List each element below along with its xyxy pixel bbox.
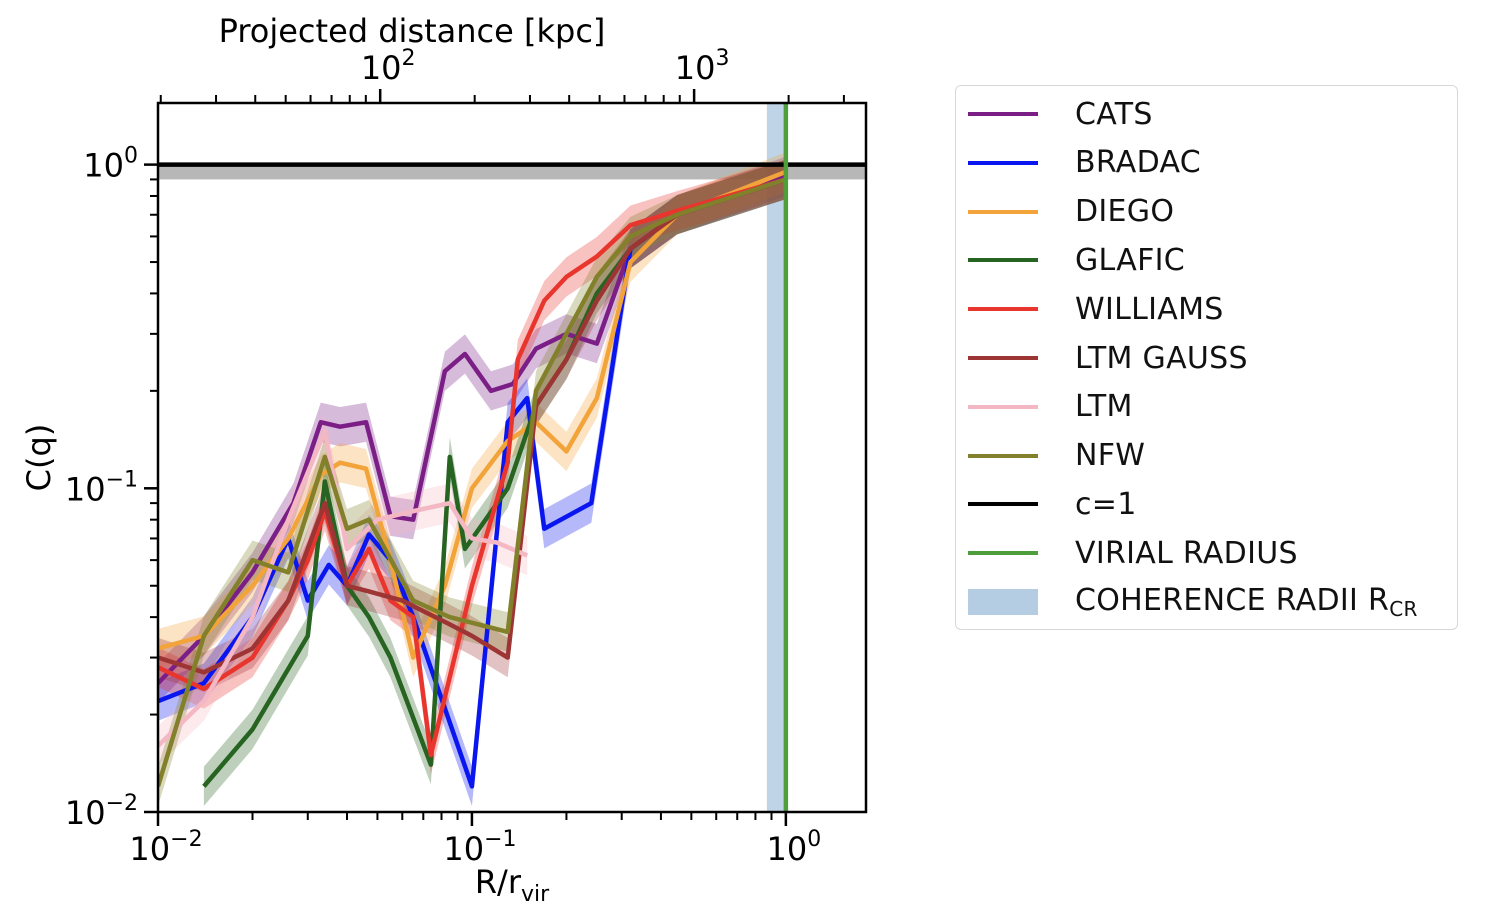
y-tick-label: 100 (83, 144, 138, 185)
top-axis-label: Projected distance [kpc] (219, 12, 606, 50)
legend-swatch (968, 453, 1038, 458)
legend-item-diego: DIEGO (968, 192, 1174, 232)
series-line-bradac (158, 177, 787, 789)
legend-swatch (968, 404, 1038, 409)
legend-item-nfw: NFW (968, 436, 1145, 476)
legend-label: DIEGO (1075, 194, 1175, 230)
legend-swatch (968, 112, 1038, 116)
legend-swatch (968, 307, 1038, 312)
c1-uncertainty-band (158, 164, 866, 180)
y-tick-label: 10−2 (65, 791, 138, 832)
legend-label: COHERENCE RADII RCR (1075, 583, 1418, 621)
legend-label: GLAFIC (1075, 242, 1186, 278)
legend-item-c-1: c=1 (968, 484, 1137, 524)
legend-item-virial-radius: VIRIAL RADIUS (968, 533, 1298, 573)
legend-item-glafic: GLAFIC (968, 240, 1185, 280)
axes (144, 89, 868, 826)
coherence-radii-band (766, 103, 786, 812)
legend-label: VIRIAL RADIUS (1075, 535, 1298, 571)
plot-area (158, 103, 866, 812)
legend-swatch (968, 160, 1038, 165)
series-line-nfw (158, 177, 787, 788)
legend-item-ltm-gauss: LTM GAUSS (968, 338, 1248, 378)
legend: CATS BRADAC DIEGO GLAFIC WILLIAMS LTM GAUSS LT… (955, 85, 1458, 630)
top-tick-label: 102 (361, 46, 416, 87)
legend-label: LTM GAUSS (1075, 340, 1248, 376)
legend-item-ltm: LTM (968, 387, 1133, 427)
x-axis-label: R/rvir (475, 863, 550, 907)
legend-item-coherence-radii-r: COHERENCE RADII RCR (968, 582, 1418, 622)
series-band-diego (158, 152, 786, 678)
y-axis-label: C(q) (20, 424, 58, 492)
legend-item-williams: WILLIAMS (968, 289, 1224, 329)
axis-labels: 10−2 10−1 100 10−2 10−1 100 102 103 R/rvir C(q) Pr… (20, 12, 821, 907)
series-line-diego (158, 169, 787, 660)
series-line-ltm (158, 429, 529, 748)
legend-label: BRADAC (1075, 145, 1202, 181)
legend-label: CATS (1075, 96, 1153, 132)
legend-item-bradac: BRADAC (968, 143, 1201, 183)
legend-swatch (968, 356, 1038, 360)
x-tick-label: 10−2 (129, 827, 202, 868)
top-tick-label: 103 (675, 46, 730, 87)
legend-swatch (968, 258, 1038, 263)
legend-label: LTM (1075, 389, 1133, 425)
x-tick-label: 10−1 (443, 827, 516, 868)
series-band-williams (158, 159, 786, 775)
x-tick-label: 100 (767, 827, 822, 868)
legend-swatch (968, 502, 1038, 507)
legend-item-cats: CATS (968, 94, 1153, 134)
legend-label: NFW (1075, 438, 1146, 474)
series-band-cats (158, 156, 786, 703)
series-band-glafic (203, 159, 786, 807)
series-line-ltm-gauss (158, 177, 787, 675)
y-tick-label: 10−1 (65, 467, 138, 508)
plot-frame (156, 101, 868, 814)
series-line-glafic (202, 177, 787, 788)
legend-label: c=1 (1075, 486, 1137, 522)
series-band-ltm (158, 411, 528, 766)
legend-swatch (968, 589, 1038, 615)
legend-swatch (968, 209, 1038, 214)
legend-swatch (968, 551, 1038, 556)
legend-label: WILLIAMS (1075, 291, 1224, 327)
series-band-ltm-gauss (158, 159, 786, 693)
